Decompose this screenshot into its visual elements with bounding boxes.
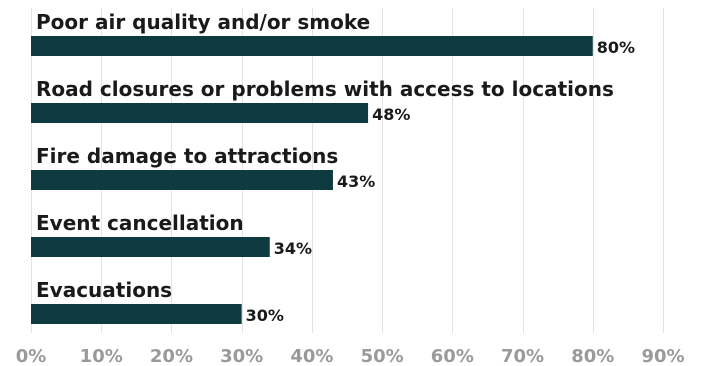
value-label: 43% <box>337 172 375 191</box>
bar <box>31 36 593 56</box>
x-tick-label: 80% <box>571 346 614 366</box>
category-label: Evacuations <box>36 278 172 302</box>
value-label: 34% <box>274 239 312 258</box>
category-labels: Poor air quality and/or smoke Road closur… <box>36 10 614 302</box>
x-tick-label: 70% <box>501 346 544 366</box>
category-label: Poor air quality and/or smoke <box>36 10 370 34</box>
x-tick-label: 90% <box>641 346 684 366</box>
bar <box>31 170 333 190</box>
value-label: 80% <box>597 38 635 57</box>
bar <box>31 237 270 257</box>
value-label: 48% <box>372 105 410 124</box>
x-tick-label: 0% <box>16 346 47 366</box>
bar <box>31 304 242 324</box>
bar <box>31 103 369 123</box>
bars <box>31 36 593 324</box>
category-label: Event cancellation <box>36 211 244 235</box>
x-tick-label: 30% <box>220 346 263 366</box>
category-label: Road closures or problems with access to… <box>36 77 614 101</box>
value-labels: 80% 48% 43% 34% 30% <box>246 38 635 325</box>
category-label: Fire damage to attractions <box>36 144 338 168</box>
x-tick-label: 20% <box>150 346 193 366</box>
x-axis-tick-labels: 0% 10% 20% 30% 40% 50% 60% 70% 80% 90% <box>16 346 685 366</box>
x-tick-label: 10% <box>80 346 123 366</box>
value-label: 30% <box>246 306 284 325</box>
x-tick-label: 50% <box>361 346 404 366</box>
x-tick-label: 40% <box>290 346 333 366</box>
x-tick-label: 60% <box>431 346 474 366</box>
